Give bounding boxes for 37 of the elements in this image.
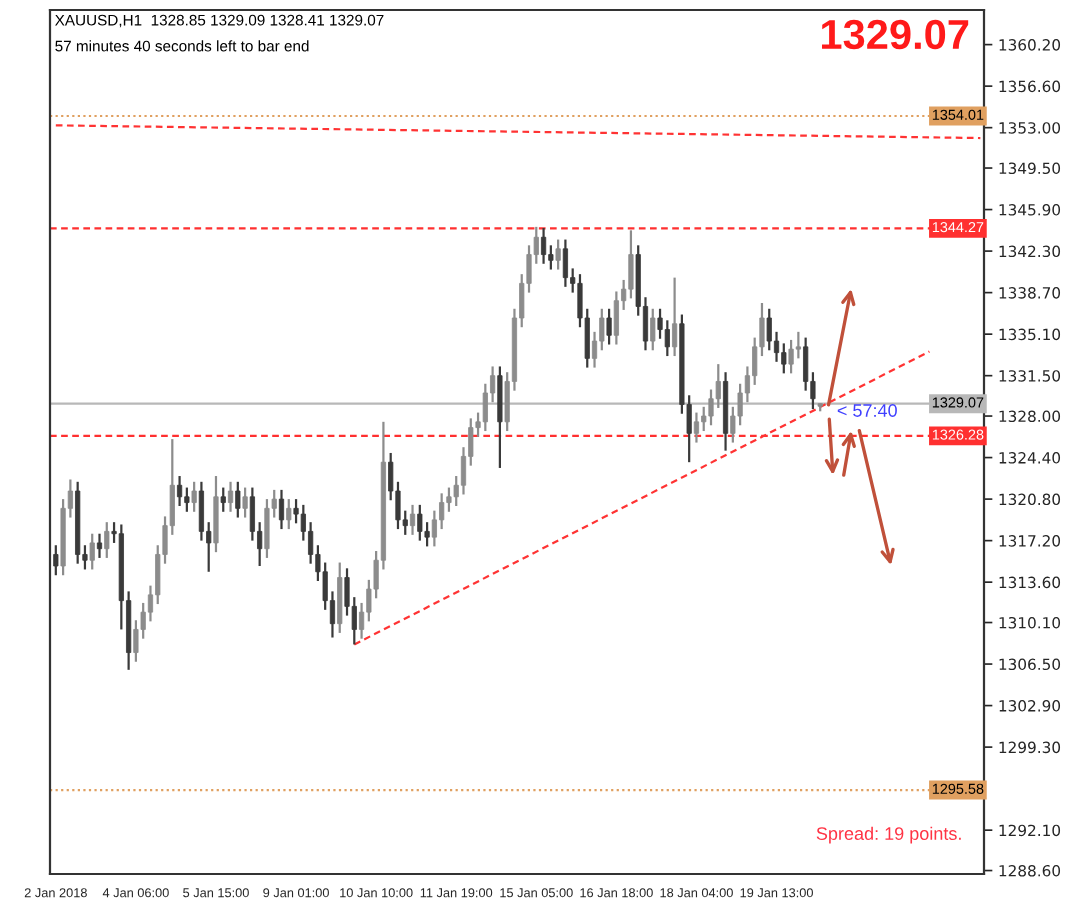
candlestick [788,338,794,375]
candlestick [795,330,801,360]
candlestick [409,503,416,536]
candlestick [439,492,445,531]
candlestick [417,503,423,542]
candlestick [191,480,197,513]
annotation: < 57:40 [837,404,897,417]
candlestick [278,488,285,531]
candlestick [650,307,656,352]
candlestick [104,521,110,560]
candlestick [606,307,612,346]
candlestick [227,480,234,513]
candlestick [213,474,219,554]
candlestick [562,238,569,288]
candlestick [286,497,292,531]
candlestick [540,226,547,265]
candlestick [235,480,241,519]
candlestick [96,532,103,560]
candlestick [249,486,255,542]
candlestick [264,497,270,560]
candlestick [176,474,183,508]
candlestick [693,411,700,444]
candlestick [482,382,488,433]
candlestick [220,486,226,513]
candlestick [198,480,205,542]
annotation: Spread: 19 points. [816,826,961,844]
candlestick [613,290,619,346]
candlestick [337,561,343,635]
annotation: 1329.07 [822,19,969,50]
candlestick [672,276,678,358]
candlestick [242,486,248,519]
candlestick [308,521,314,565]
candlestick [89,532,95,571]
candlestick [803,336,809,392]
candlestick [431,509,437,548]
candlestick [555,238,561,271]
candlestick [497,365,503,470]
